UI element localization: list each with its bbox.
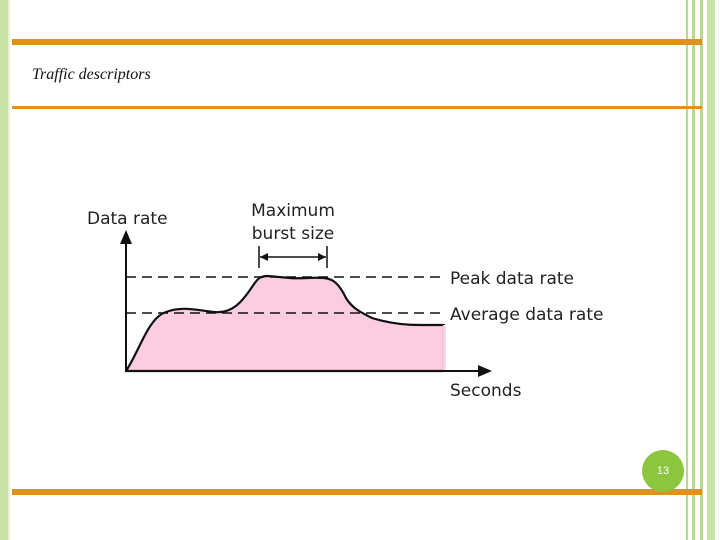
slide-title: Traffic descriptors [32,66,151,83]
x-axis-label: Seconds [450,381,522,401]
frame-right-stripe [707,0,715,540]
data-rate-curve [124,274,446,373]
page-number-badge: 13 [642,450,684,492]
footer-bar [12,489,702,495]
peak-rate-label: Peak data rate [450,269,574,289]
burst-label-line2: burst size [252,224,334,244]
frame-left-stripe [0,0,8,540]
y-axis-label: Data rate [87,209,168,229]
burst-arrow-left [260,253,268,261]
title-top-bar [12,39,702,45]
frame-right-stripe [692,0,695,540]
y-axis-arrow [120,230,132,244]
burst-label-line1: Maximum [251,201,335,221]
frame-right-stripe [700,0,703,540]
frame-left-inner-stripe [8,0,10,540]
title-bottom-bar [12,106,702,109]
frame-right-stripe [686,0,688,540]
x-axis-arrow [478,365,492,377]
burst-arrow-right [318,253,326,261]
average-rate-label: Average data rate [450,305,603,325]
